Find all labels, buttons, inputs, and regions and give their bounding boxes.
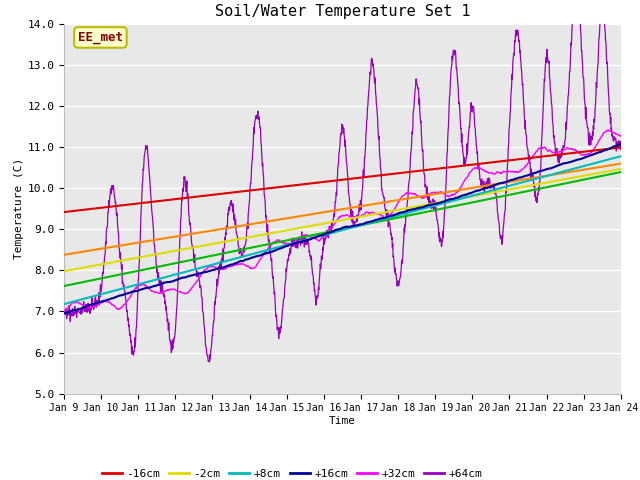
Legend: -16cm, -8cm, -2cm, +2cm, +8cm, +16cm, +32cm, +64cm: -16cm, -8cm, -2cm, +2cm, +8cm, +16cm, +3… [97, 465, 486, 480]
Y-axis label: Temperature (C): Temperature (C) [15, 158, 24, 259]
X-axis label: Time: Time [329, 416, 356, 426]
Text: EE_met: EE_met [78, 31, 123, 44]
Title: Soil/Water Temperature Set 1: Soil/Water Temperature Set 1 [214, 4, 470, 19]
